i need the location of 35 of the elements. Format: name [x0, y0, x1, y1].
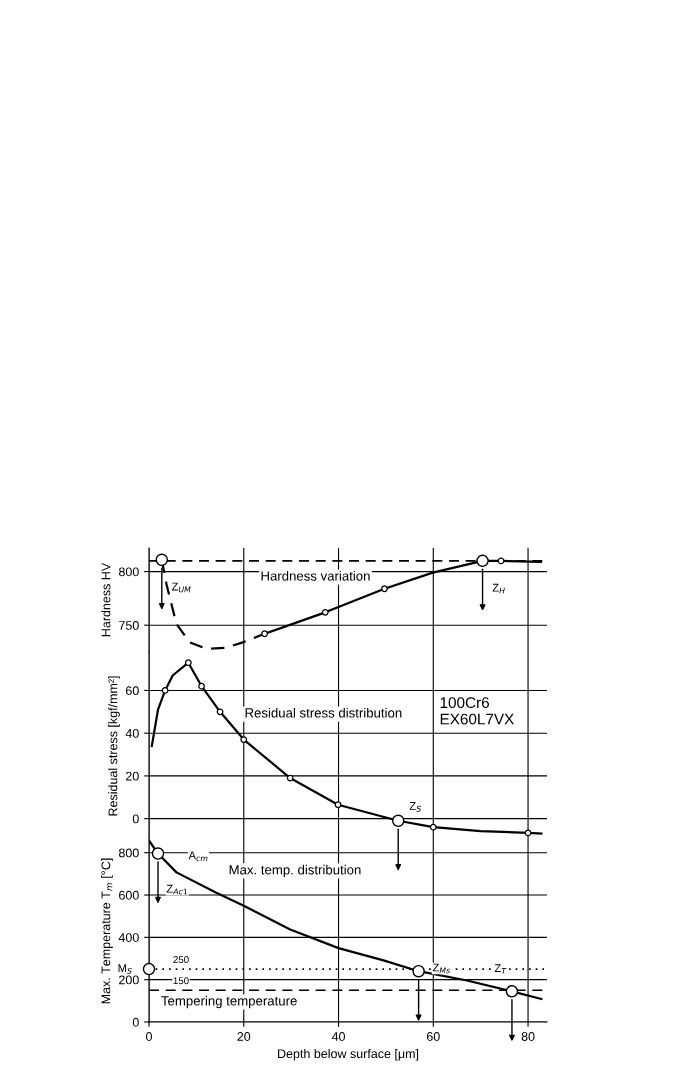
- annotation: Z$_{UM}$: [171, 582, 191, 593]
- annotation: M$_{S}$: [118, 964, 132, 974]
- annotation: Residual stress distribution: [245, 707, 402, 718]
- y-tick-label: 750: [119, 621, 139, 630]
- annotation: Z$_{S}$: [409, 802, 421, 812]
- y-axis-title: Hardness HV: [101, 562, 111, 637]
- annotation: Max. temp. distribution: [229, 864, 361, 878]
- y-tick-label: 60: [126, 686, 139, 696]
- annotation: A$_{cm}$: [188, 851, 208, 862]
- annotation: Z$_{Ms}$: [432, 963, 450, 974]
- y-tick-label: 600: [119, 890, 139, 900]
- y-tick-label: 800: [118, 848, 139, 858]
- x-axis-title: Depth below surface [μm]: [278, 1048, 419, 1061]
- x-tick-label: 0: [146, 1032, 152, 1041]
- y-tick-label: 0: [132, 1017, 139, 1027]
- annotation: Z$_{T}$: [494, 964, 507, 974]
- y-tick-label: 0: [132, 814, 139, 824]
- x-tick-label: 60: [426, 1032, 440, 1041]
- y-tick-label: 40: [125, 728, 139, 738]
- annotation: Hardness variation: [261, 570, 370, 581]
- annotation: Tempering temperature: [161, 995, 297, 1009]
- y-tick-label: 20: [126, 771, 139, 781]
- ref-line-label: 150: [173, 977, 189, 985]
- annotation: Z$_{Ac1}$: [166, 884, 188, 895]
- x-tick-label: 20: [237, 1032, 251, 1041]
- y-tick-label: 200: [119, 975, 139, 985]
- ref-line-label: 250: [173, 956, 189, 963]
- y-tick-label: 800: [118, 567, 139, 577]
- y-tick-label: 400: [118, 933, 139, 942]
- annotation: Z$_{H}$: [492, 583, 505, 594]
- x-tick-label: 40: [331, 1032, 345, 1041]
- y-axis-title: Residual stress [kgf/mm²]: [108, 676, 120, 816]
- y-axis-title: Max. Temperature T$_{m}$ [°C]: [101, 858, 113, 1004]
- x-tick-label: 80: [521, 1032, 535, 1041]
- annotation: 100Cr6 EX60L7VX: [440, 697, 514, 725]
